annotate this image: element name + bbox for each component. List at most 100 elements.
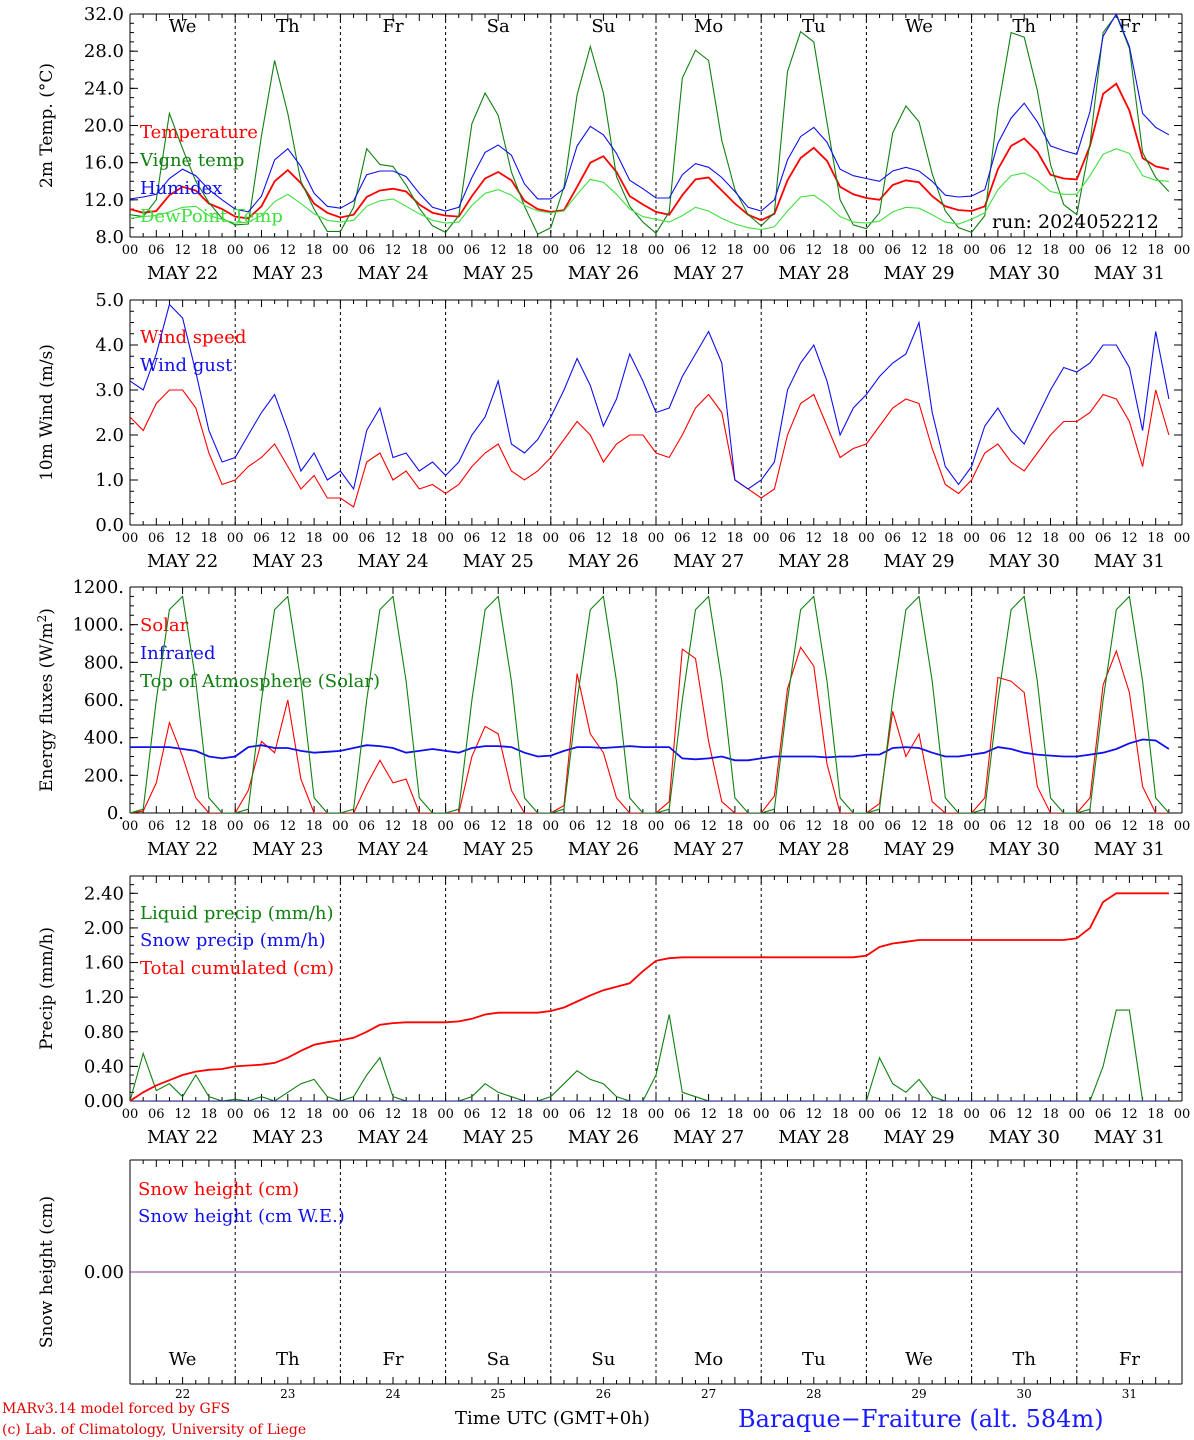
y-tick-label: 20.0: [84, 116, 124, 137]
x-hour-label: 06: [779, 531, 796, 546]
x-hour-label: 00: [1069, 1107, 1086, 1122]
x-day-number-label: 28: [806, 1387, 821, 1401]
x-hour-label: 12: [806, 819, 823, 834]
series-line-2: [130, 303, 1170, 491]
legend-entry: Wind speed: [140, 327, 246, 348]
x-hour-label: 18: [937, 1107, 954, 1122]
weekday-label: Mo: [694, 1349, 723, 1370]
panel-2: 0.0 1.0 2.0 3.0 4.0 5.0 10m Wind (m/s) 00 06 12 18…: [37, 290, 1190, 572]
y-tick-label: 32.0: [84, 4, 124, 25]
x-hour-label: 00: [753, 1107, 770, 1122]
x-hour-label: 18: [201, 1107, 218, 1122]
x-hour-label: 18: [727, 531, 744, 546]
x-hour-label: 00: [437, 1107, 454, 1122]
x-hour-label: 18: [201, 531, 218, 546]
x-hour-label: 12: [1121, 531, 1138, 546]
weekday-label: We: [169, 16, 197, 37]
y-tick-label: 0.80: [84, 1022, 124, 1043]
x-hour-label: 18: [201, 243, 218, 258]
x-hour-label: 06: [674, 531, 691, 546]
x-date-label: MAY 30: [989, 1127, 1060, 1148]
x-hour-label: 00: [437, 243, 454, 258]
x-hour-label: 06: [253, 243, 270, 258]
x-hour-label: 06: [674, 819, 691, 834]
y-axis-label: Precip (mm/h): [37, 927, 57, 1050]
x-hour-label: 12: [1121, 1107, 1138, 1122]
x-date-label: MAY 24: [357, 263, 428, 284]
x-hour-label: 18: [937, 243, 954, 258]
x-date-label: MAY 22: [147, 1127, 218, 1148]
x-hour-label: 18: [1042, 531, 1059, 546]
x-date-label: MAY 23: [252, 263, 323, 284]
x-date-label: MAY 31: [1094, 1127, 1165, 1148]
x-hour-label: 18: [516, 819, 533, 834]
x-hour-label: 12: [806, 531, 823, 546]
y-axis-label: 10m Wind (m/s): [37, 344, 57, 481]
weekday-label: Th: [276, 16, 300, 37]
x-date-label: MAY 22: [147, 263, 218, 284]
x-hour-label: 18: [306, 819, 323, 834]
x-date-label: MAY 25: [463, 1127, 534, 1148]
x-date-label: MAY 29: [883, 263, 954, 284]
x-date-label: MAY 31: [1094, 263, 1165, 284]
x-hour-label: 00: [1069, 243, 1086, 258]
x-hour-label: 00: [963, 1107, 980, 1122]
weekday-label: Sa: [487, 1349, 510, 1370]
x-hour-label: 00: [858, 531, 875, 546]
y-tick-label: 5.0: [95, 290, 124, 311]
x-hour-label: 00: [1174, 819, 1191, 834]
y-tick-label: 28.0: [84, 41, 124, 62]
x-hour-label: 12: [1016, 243, 1033, 258]
panel-4: 0.00 0.40 0.80 1.20 1.60 2.00 2.40 Precip (mm/h…: [37, 875, 1190, 1148]
x-hour-label: 06: [779, 243, 796, 258]
x-hour-label: 18: [1147, 1107, 1164, 1122]
x-hour-label: 12: [806, 243, 823, 258]
weekday-label: Sa: [487, 16, 510, 37]
x-hour-label: 12: [700, 531, 717, 546]
x-hour-label: 12: [595, 1107, 612, 1122]
x-date-label: MAY 29: [883, 839, 954, 860]
x-date-label: MAY 22: [147, 551, 218, 572]
x-hour-label: 00: [227, 243, 244, 258]
x-hour-label: 00: [858, 819, 875, 834]
x-date-label: MAY 31: [1094, 839, 1165, 860]
x-date-label: MAY 29: [883, 551, 954, 572]
y-tick-label: 24.0: [84, 78, 124, 99]
series-line-2: [130, 738, 1170, 762]
x-hour-label: 12: [1016, 1107, 1033, 1122]
x-hour-label: 12: [490, 1107, 507, 1122]
x-hour-label: 18: [306, 1107, 323, 1122]
x-hour-label: 12: [385, 243, 402, 258]
x-hour-label: 00: [648, 243, 665, 258]
weekday-label: Su: [591, 16, 615, 37]
x-hour-label: 18: [727, 243, 744, 258]
x-hour-label: 00: [648, 1107, 665, 1122]
x-hour-label: 18: [1042, 243, 1059, 258]
x-hour-label: 06: [990, 1107, 1007, 1122]
weekday-label: We: [905, 16, 933, 37]
y-tick-label: 0.00: [84, 1262, 124, 1283]
x-hour-label: 12: [700, 1107, 717, 1122]
legend-entry: Snow height (cm): [138, 1179, 299, 1200]
x-hour-label: 00: [227, 1107, 244, 1122]
y-tick-label: 16.0: [84, 153, 124, 174]
x-date-label: MAY 28: [778, 263, 849, 284]
x-hour-label: 00: [648, 531, 665, 546]
x-hour-label: 06: [674, 1107, 691, 1122]
weekday-label: We: [169, 1349, 197, 1370]
x-date-label: MAY 27: [673, 839, 744, 860]
x-hour-label: 18: [1147, 531, 1164, 546]
x-hour-label: 18: [832, 1107, 849, 1122]
x-hour-label: 00: [1069, 819, 1086, 834]
x-hour-label: 06: [1095, 531, 1112, 546]
x-hour-label: 18: [621, 1107, 638, 1122]
y-tick-label: 800.: [84, 652, 124, 673]
x-hour-label: 00: [122, 819, 139, 834]
x-hour-label: 18: [621, 243, 638, 258]
x-hour-label: 12: [490, 819, 507, 834]
x-hour-label: 18: [411, 819, 428, 834]
y-tick-label: 400.: [84, 728, 124, 749]
x-hour-label: 12: [385, 1107, 402, 1122]
x-hour-label: 12: [280, 819, 297, 834]
x-hour-label: 06: [1095, 243, 1112, 258]
